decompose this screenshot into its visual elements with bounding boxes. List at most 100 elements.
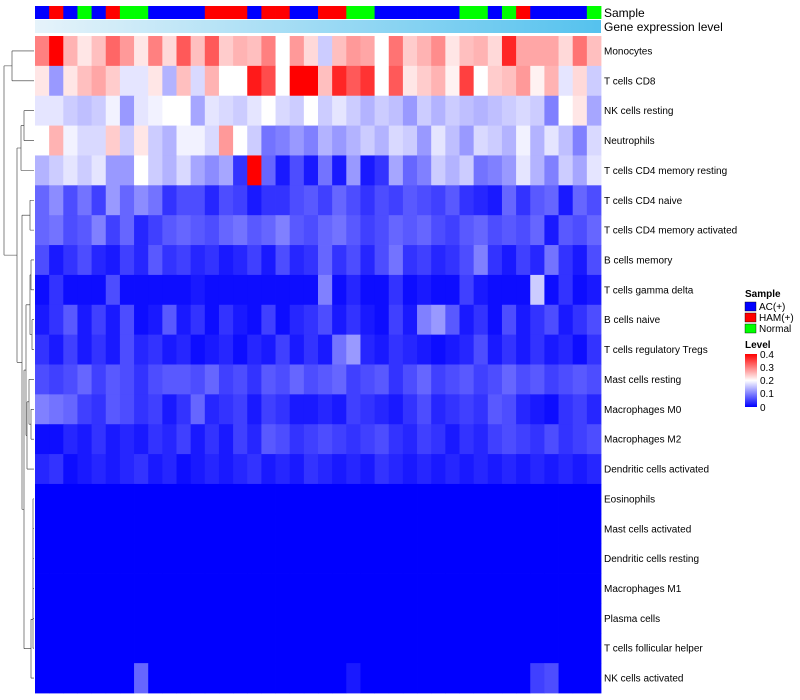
heatmap-cell	[303, 573, 319, 604]
heatmap-cell	[544, 424, 559, 455]
heatmap-cell	[445, 36, 460, 67]
heatmap-cell	[558, 125, 574, 156]
heatmap-cell	[530, 603, 545, 634]
sample-cell	[63, 6, 78, 19]
heatmap-cell	[77, 633, 92, 664]
heatmap-cell	[275, 95, 291, 126]
heatmap-cell	[289, 663, 305, 694]
heatmap-cell	[162, 364, 177, 395]
heatmap-cell	[544, 573, 559, 604]
heatmap-cell	[374, 245, 390, 276]
heatmap-cell	[233, 185, 248, 216]
heatmap-cell	[289, 603, 305, 634]
heatmap-cell	[218, 274, 234, 306]
heatmap-cell	[49, 513, 64, 545]
heatmap-cell	[572, 573, 588, 604]
heatmap-cell	[417, 633, 432, 664]
heatmap-cell	[35, 65, 50, 97]
heatmap-cell	[431, 543, 446, 574]
heatmap-cell	[275, 155, 291, 186]
heatmap-cell	[77, 394, 92, 425]
heatmap-cell	[63, 603, 78, 634]
heatmap-cell	[558, 185, 574, 216]
heatmap-cell	[247, 215, 262, 246]
heatmap-cell	[501, 245, 517, 276]
heatmap-cell	[91, 543, 107, 574]
heatmap-cell	[445, 663, 460, 694]
heatmap-cell	[105, 424, 121, 455]
heatmap-cell	[162, 663, 177, 694]
sample-cell	[332, 6, 347, 19]
sample-cell	[91, 6, 107, 19]
heatmap-cell	[374, 274, 390, 306]
heatmap-cell	[445, 543, 460, 574]
heatmap-cell	[558, 155, 574, 186]
heatmap-cell	[487, 155, 503, 186]
heatmap-cell	[388, 663, 404, 694]
heatmap-cell	[275, 394, 291, 425]
heatmap-cell	[77, 274, 92, 306]
heatmap-cell	[459, 633, 475, 664]
heatmap-cell	[218, 334, 234, 365]
heatmap-cell	[261, 185, 276, 216]
heatmap-cell	[516, 573, 531, 604]
heatmap-cell	[332, 513, 347, 545]
heatmap-cell	[318, 304, 333, 336]
heatmap-cell	[417, 334, 432, 365]
heatmap-cell	[318, 513, 333, 545]
heatmap-cell	[332, 663, 347, 694]
heatmap-cell	[417, 274, 432, 306]
heatmap-cell	[176, 454, 192, 485]
heatmap-cell	[119, 364, 135, 395]
sample-cell	[204, 6, 220, 19]
heatmap-cell	[233, 513, 248, 545]
heatmap-cell	[105, 633, 121, 664]
heatmap-cell	[91, 424, 107, 455]
heatmap-cell	[473, 36, 489, 67]
heatmap-cell	[459, 483, 475, 515]
heatmap-cell	[459, 334, 475, 365]
heatmap-cell	[388, 155, 404, 186]
heatmap-cell	[501, 95, 517, 126]
heatmap-cell	[487, 663, 503, 694]
heatmap-cell	[261, 663, 276, 694]
heatmap-cell	[572, 424, 588, 455]
row-label: T cells gamma delta	[604, 285, 694, 296]
heatmap-cell	[247, 304, 262, 336]
heatmap-cell	[49, 245, 64, 276]
heatmap-cell	[388, 185, 404, 216]
heatmap-cell	[388, 364, 404, 395]
row-dendrogram	[3, 50, 34, 679]
heatmap-cell	[148, 573, 163, 604]
heatmap-cell	[431, 334, 446, 365]
heatmap-cell	[487, 185, 503, 216]
heatmap-cell	[374, 215, 390, 246]
heatmap-cell	[162, 185, 177, 216]
heatmap-cell	[360, 215, 375, 246]
heatmap-cell	[303, 633, 319, 664]
heatmap-cell	[572, 36, 588, 67]
heatmap-cell	[459, 364, 475, 395]
heatmap-cell	[162, 155, 177, 186]
heatmap-cell	[261, 304, 276, 336]
heatmap-cell	[162, 573, 177, 604]
heatmap-cell	[91, 36, 107, 67]
heatmap-cell	[91, 274, 107, 306]
heatmap-cell	[148, 36, 163, 67]
heatmap-cell	[77, 125, 92, 156]
heatmap-cell	[501, 274, 517, 306]
heatmap-cell	[247, 334, 262, 365]
sample-cell	[445, 6, 460, 19]
heatmap-cell	[176, 603, 192, 634]
heatmap-cell	[289, 633, 305, 664]
legend-label-normal: Normal	[759, 324, 791, 335]
heatmap-cell	[289, 573, 305, 604]
heatmap-cell	[190, 483, 206, 515]
legend-tick-1: 0.3	[760, 363, 774, 374]
heatmap-cell	[402, 36, 418, 67]
heatmap-cell	[332, 483, 347, 515]
heatmap-cell	[63, 65, 78, 97]
heatmap-cell	[35, 663, 50, 694]
sample-cell	[572, 6, 588, 19]
heatmap-cell	[572, 125, 588, 156]
